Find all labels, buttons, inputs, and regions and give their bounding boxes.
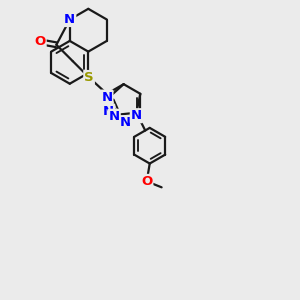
Text: S: S <box>84 71 94 84</box>
Text: N: N <box>103 105 114 118</box>
Text: N: N <box>101 91 112 103</box>
Text: O: O <box>141 175 152 188</box>
Text: N: N <box>131 109 142 122</box>
Text: N: N <box>109 110 120 123</box>
Text: N: N <box>120 116 131 129</box>
Text: N: N <box>64 13 75 26</box>
Text: O: O <box>34 35 46 48</box>
